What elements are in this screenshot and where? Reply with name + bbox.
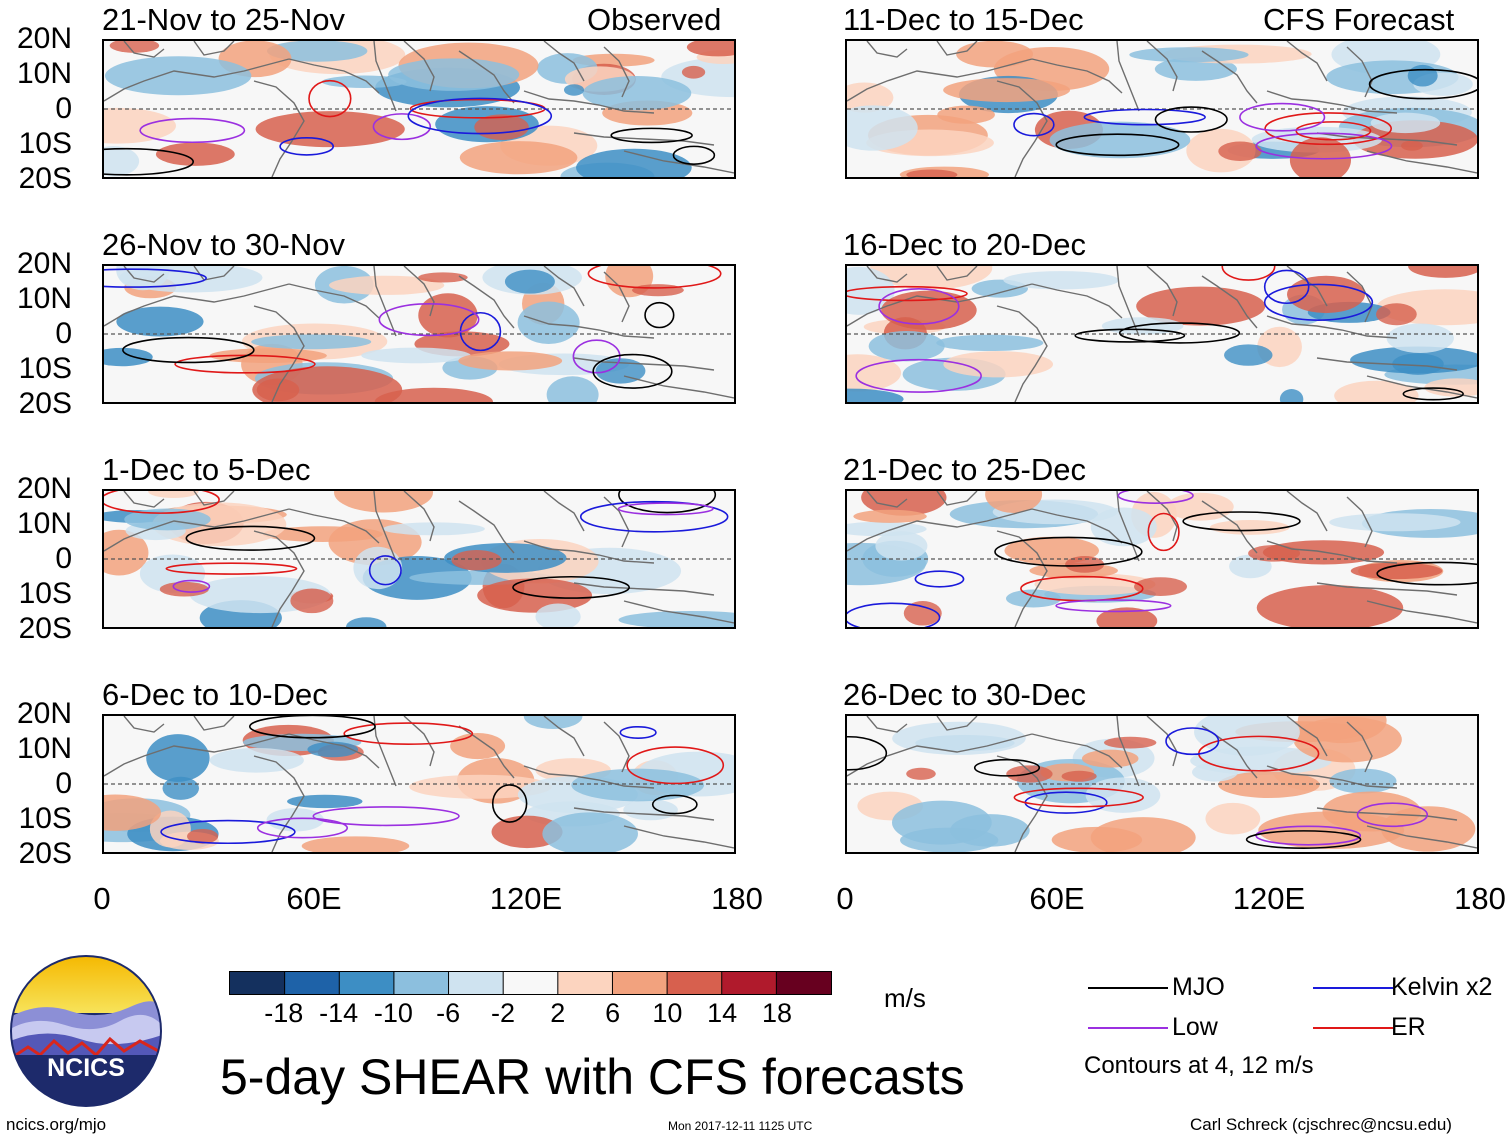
- colorbar-tick: -2: [490, 998, 515, 1028]
- lon-label-right-0: 0: [836, 881, 854, 916]
- forecast-label: CFS Forecast: [1263, 2, 1455, 37]
- map-panel-7: [845, 489, 1479, 629]
- footer-url[interactable]: ncics.org/mjo: [6, 1115, 107, 1134]
- lat-label-row2-3: 10S: [18, 352, 72, 385]
- map-panel-8: [845, 714, 1479, 854]
- figure-title: 5-day SHEAR with CFS forecasts: [220, 1049, 965, 1105]
- lon-label-right-180: 180: [1454, 881, 1506, 916]
- panel-title-6: 16-Dec to 20-Dec: [843, 227, 1086, 262]
- panel-title-3: 1-Dec to 5-Dec: [102, 452, 311, 487]
- map-panel-5: [845, 39, 1479, 179]
- colorbar-tick: -6: [436, 998, 461, 1028]
- lon-label-left-180: 180: [711, 881, 763, 916]
- colorbar-unit: m/s: [884, 983, 926, 1013]
- ncics-logo: NCICS: [10, 955, 162, 1107]
- lat-label-row2-4: 20S: [18, 387, 72, 420]
- map-panel-1: [102, 39, 736, 179]
- lat-label-row3-4: 20S: [18, 612, 72, 645]
- lat-label-row4-2: 0: [55, 767, 72, 800]
- lon-label-left-120e: 120E: [489, 881, 563, 916]
- lat-label-row4-1: 10N: [16, 732, 72, 765]
- legend-low-swatch: [1088, 1027, 1168, 1029]
- lat-label-row1-3: 10S: [18, 127, 72, 160]
- colorbar-tick: -18: [264, 998, 304, 1028]
- colorbar-tick: 2: [550, 998, 566, 1028]
- colorbar-box: [230, 972, 286, 994]
- lon-label-left-0: 0: [93, 881, 111, 916]
- colorbar-tick: 6: [605, 998, 621, 1028]
- colorbar-box: [284, 972, 340, 994]
- panel-title-4: 6-Dec to 10-Dec: [102, 677, 328, 712]
- panel-title-8: 26-Dec to 30-Dec: [843, 677, 1086, 712]
- lat-label-row1-1: 10N: [16, 57, 72, 90]
- lat-label-row4-0: 20N: [16, 697, 72, 730]
- colorbar-tick: -14: [319, 998, 359, 1028]
- lat-label-row1-2: 0: [55, 92, 72, 125]
- panel-title-7: 21-Dec to 25-Dec: [843, 452, 1086, 487]
- colorbar-box: [721, 972, 777, 994]
- footer-credit: Carl Schreck (cjschrec@ncsu.edu): [1190, 1115, 1452, 1134]
- lat-label-row3-2: 0: [55, 542, 72, 575]
- legend-mjo-label: MJO: [1172, 973, 1225, 1001]
- colorbar-tick: 18: [761, 998, 793, 1028]
- lat-label-row2-0: 20N: [16, 247, 72, 280]
- colorbar-box: [503, 972, 559, 994]
- lat-label-row3-0: 20N: [16, 472, 72, 505]
- panel-title-2: 26-Nov to 30-Nov: [102, 227, 345, 262]
- colorbar: [229, 971, 832, 995]
- legend-kelvin-label: Kelvin x2: [1391, 973, 1493, 1001]
- lat-label-row4-3: 10S: [18, 802, 72, 835]
- lat-label-row1-0: 20N: [16, 22, 72, 55]
- legend-er-swatch: [1313, 1027, 1393, 1029]
- lat-label-row2-1: 10N: [16, 282, 72, 315]
- map-panel-6: [845, 264, 1479, 404]
- colorbar-box: [776, 972, 831, 994]
- colorbar-box: [393, 972, 450, 994]
- logo-text: NCICS: [47, 1054, 125, 1082]
- colorbar-tick: 14: [707, 998, 738, 1028]
- lat-label-row2-2: 0: [55, 317, 72, 350]
- footer-timestamp: Mon 2017-12-11 1125 UTC: [668, 1119, 813, 1133]
- colorbar-box: [448, 972, 504, 994]
- observed-label: Observed: [587, 2, 722, 37]
- colorbar-box: [667, 972, 723, 994]
- colorbar-tick: -10: [373, 998, 413, 1028]
- lon-label-right-60e: 60E: [1029, 881, 1085, 916]
- legend-low-label: Low: [1172, 1013, 1218, 1041]
- panel-title-5: 11-Dec to 15-Dec: [843, 2, 1084, 37]
- map-panel-4: [102, 714, 736, 854]
- colorbar-box: [339, 972, 395, 994]
- map-panel-3: [102, 489, 736, 629]
- legend-contour-note: Contours at 4, 12 m/s: [1084, 1052, 1314, 1079]
- colorbar-box: [557, 972, 613, 994]
- legend-kelvin-swatch: [1313, 987, 1393, 989]
- map-panel-2: [102, 264, 736, 404]
- lat-label-row4-4: 20S: [18, 837, 72, 870]
- lat-label-row1-4: 20S: [18, 162, 72, 195]
- legend-er-label: ER: [1391, 1013, 1426, 1041]
- lat-label-row3-3: 10S: [18, 577, 72, 610]
- lat-label-row3-1: 10N: [16, 507, 72, 540]
- lon-label-right-120e: 120E: [1232, 881, 1306, 916]
- legend-mjo-swatch: [1088, 987, 1168, 989]
- panel-title-1: 21-Nov to 25-Nov: [102, 2, 345, 37]
- colorbar-box: [612, 972, 668, 994]
- lon-label-left-60e: 60E: [286, 881, 342, 916]
- colorbar-tick: 10: [652, 998, 683, 1028]
